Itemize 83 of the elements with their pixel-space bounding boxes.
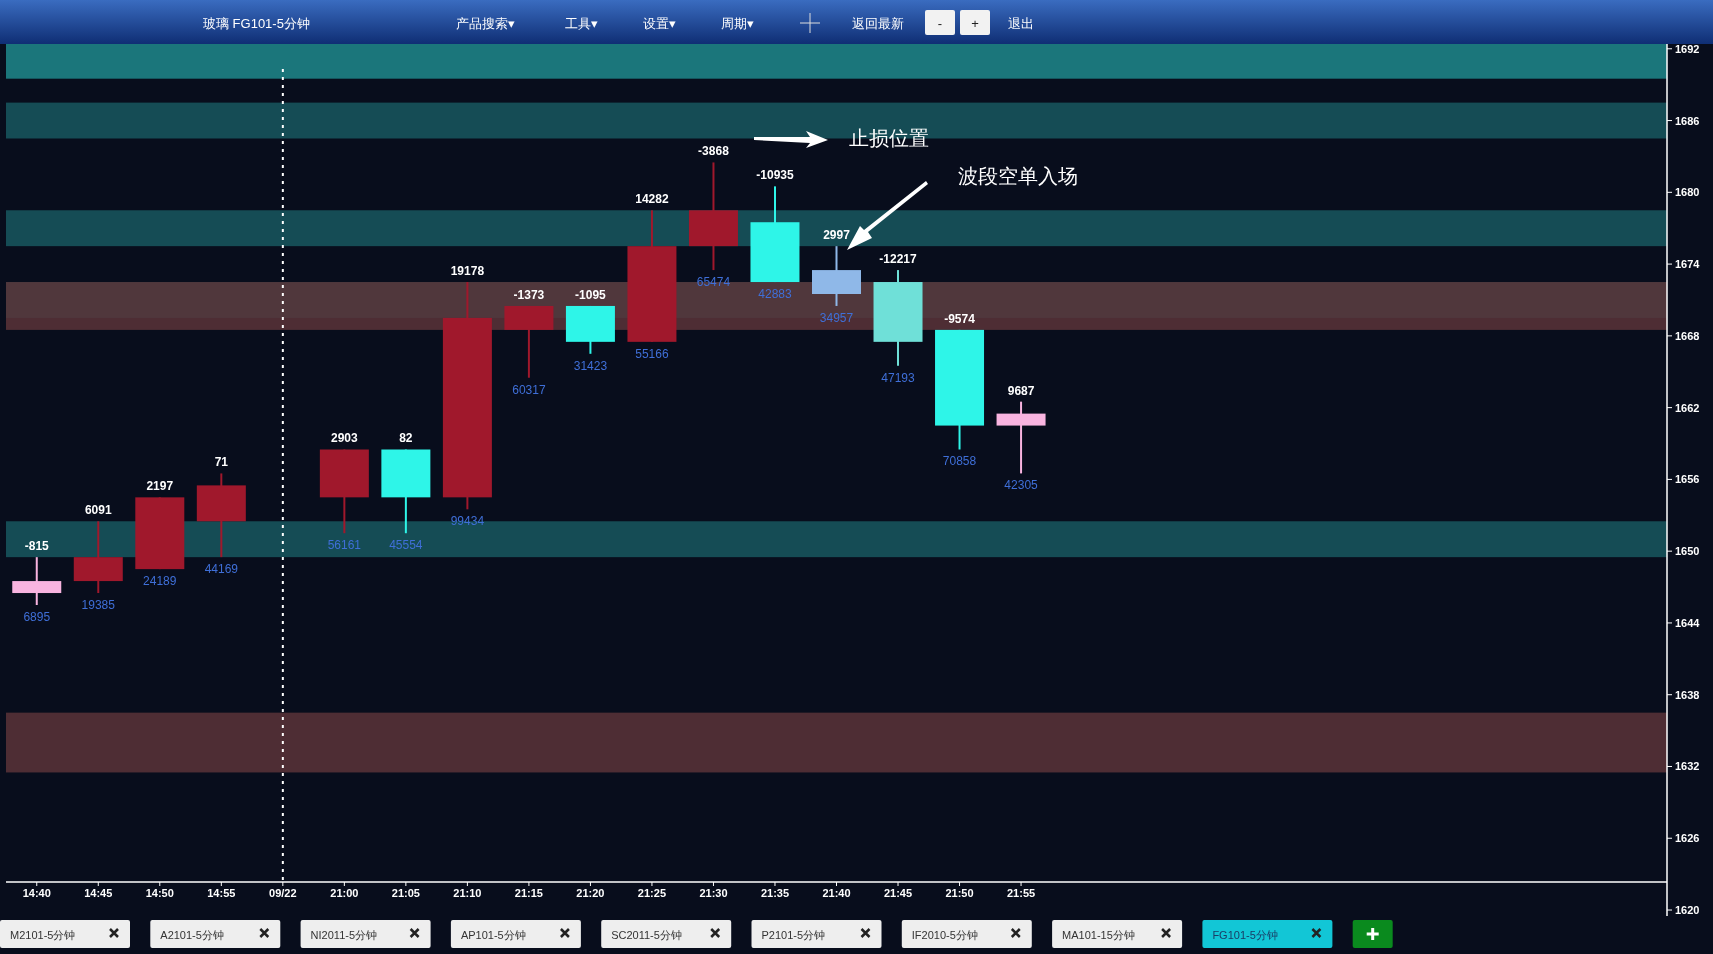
text: 设置▾ [643, 16, 676, 31]
annotation: 47193 [881, 370, 916, 385]
annotation: -12217 [879, 252, 918, 267]
annotation: 2197 [146, 479, 174, 494]
x-tick-label: 21:15 [514, 887, 543, 899]
y-tick-label: 1662 [1675, 401, 1700, 414]
annotation: 34957 [819, 310, 854, 325]
text: AP101-5分钟 [460, 929, 526, 941]
annotation: 14282 [635, 192, 669, 207]
annotation: 70858 [942, 454, 977, 469]
y-tick-label: 1638 [1675, 688, 1700, 701]
annotation: 24189 [143, 574, 177, 589]
annotation: 99434 [450, 514, 485, 529]
text: P2101-5分钟 [761, 929, 826, 941]
annotation: -1095 [575, 287, 607, 302]
y-tick-label: 1644 [1675, 616, 1701, 629]
annotation: 波段空单入场 [958, 165, 1078, 187]
annotation: 止损位置 [849, 127, 929, 149]
y-tick-label: 1668 [1675, 329, 1700, 342]
x-tick-label: 14:55 [207, 887, 236, 899]
annotation: 56161 [327, 538, 362, 553]
y-tick-label: 1692 [1675, 42, 1700, 55]
text: 玻璃 FG101-5分钟 [203, 16, 310, 31]
annotation: 55166 [635, 346, 669, 361]
text: A2101-5分钟 [160, 929, 224, 941]
annotation: 45554 [389, 538, 423, 553]
annotation: 19178 [450, 264, 485, 279]
annotation: 60317 [512, 382, 546, 397]
x-tick-label: 21:00 [330, 887, 359, 899]
x-tick-label: 21:55 [1006, 887, 1036, 899]
x-tick-label: 21:45 [883, 887, 913, 899]
x-tick-label: 14:40 [22, 887, 51, 899]
text: 产品搜索▾ [456, 16, 515, 31]
candlestick [996, 400, 1046, 475]
annotation: 44169 [204, 562, 239, 577]
text: SC2011-5分钟 [611, 929, 682, 941]
x-tick-label: 21:10 [453, 887, 482, 899]
annotation: 71 [214, 455, 229, 470]
text: - [937, 16, 943, 31]
x-tick-label: 21:25 [637, 887, 667, 899]
text: 工具▾ [565, 16, 598, 31]
annotation: 6895 [23, 610, 51, 624]
annotation: 9687 [1007, 383, 1035, 398]
x-tick-label: 21:35 [760, 887, 790, 899]
annotation: 42883 [758, 287, 792, 302]
y-tick-label: 1632 [1675, 760, 1700, 773]
y-tick-label: 1680 [1675, 186, 1700, 199]
y-tick-label: 1656 [1675, 473, 1700, 486]
annotation: 65474 [696, 275, 731, 290]
text: 周期▾ [721, 16, 754, 31]
x-tick-label: 21:50 [945, 887, 974, 899]
text: 返回最新 [852, 16, 904, 31]
annotation: 82 [399, 431, 413, 446]
x-tick-label: 21:20 [576, 887, 605, 899]
x-tick-label: 14:50 [145, 887, 174, 899]
annotation: 2903 [331, 431, 359, 446]
annotation: 19385 [81, 598, 116, 613]
x-tick-label: 14:45 [84, 887, 113, 899]
text: MA101-15分钟 [1062, 929, 1135, 941]
x-tick-label: 21:40 [822, 887, 851, 899]
annotation: -9574 [944, 311, 976, 326]
y-tick-label: 1674 [1675, 258, 1701, 271]
annotation: -815 [24, 539, 50, 554]
y-tick-label: 1626 [1675, 832, 1700, 845]
x-tick-label: 09/22 [269, 887, 297, 899]
y-tick-label: 1620 [1675, 904, 1700, 917]
text: 退出 [1008, 16, 1034, 31]
annotation: -10935 [756, 168, 794, 183]
text: NI2011-5分钟 [310, 929, 378, 941]
x-tick-label: 21:30 [699, 887, 728, 899]
text: + [971, 16, 979, 31]
annotation: -1373 [513, 287, 545, 302]
annotation: 42305 [1004, 478, 1039, 493]
y-tick-label: 1686 [1675, 114, 1700, 127]
y-tick-label: 1650 [1675, 545, 1700, 558]
x-tick-label: 21:05 [391, 887, 420, 899]
text: IF2010-5分钟 [911, 929, 978, 941]
annotation: 6091 [84, 503, 112, 518]
text: M2101-5分钟 [10, 929, 76, 941]
annotation: -3868 [698, 144, 730, 159]
annotation: 2997 [823, 228, 851, 243]
annotation: 31423 [573, 358, 608, 373]
text: FG101-5分钟 [1212, 929, 1278, 941]
